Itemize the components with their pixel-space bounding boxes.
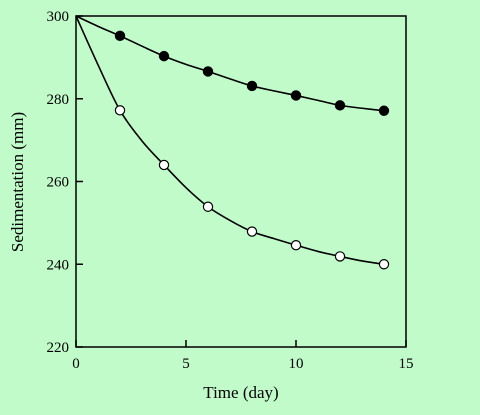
filled-data-point	[158, 50, 170, 62]
x-tick-label: 10	[289, 356, 304, 372]
filled-data-point	[334, 100, 346, 111]
open-data-point	[246, 226, 258, 237]
x-axis-title: Time (day)	[203, 383, 278, 402]
plot-frame	[75, 15, 407, 348]
data-points	[114, 30, 390, 270]
filled-data-point	[114, 30, 126, 42]
open-data-point	[202, 201, 214, 212]
y-tick-label: 280	[47, 92, 70, 108]
x-tick-label: 5	[182, 356, 190, 372]
y-tick-label: 220	[47, 340, 70, 356]
x-tick-label: 15	[399, 356, 414, 372]
open-data-point	[290, 240, 302, 251]
y-tick-label: 240	[47, 257, 70, 273]
fit-curve-series-2	[75, 15, 385, 266]
y-tick-label: 300	[47, 9, 70, 25]
y-axis-title: Sedimentation (mm)	[8, 112, 27, 252]
open-data-point	[378, 259, 390, 270]
filled-data-point	[202, 66, 214, 77]
x-axis-ticks: 0 5 10 15	[72, 340, 414, 372]
filled-data-point	[246, 80, 258, 92]
open-data-point	[334, 251, 346, 262]
open-data-point	[158, 159, 170, 171]
fit-curve-series-1	[75, 15, 385, 112]
x-tick-label: 0	[72, 356, 80, 372]
filled-data-point	[378, 105, 390, 116]
filled-data-point	[290, 90, 302, 101]
fit-curves	[75, 15, 385, 266]
y-tick-label: 260	[47, 175, 70, 191]
open-data-point	[114, 105, 126, 116]
y-axis-ticks: 220 240 260 280 300	[47, 9, 83, 356]
